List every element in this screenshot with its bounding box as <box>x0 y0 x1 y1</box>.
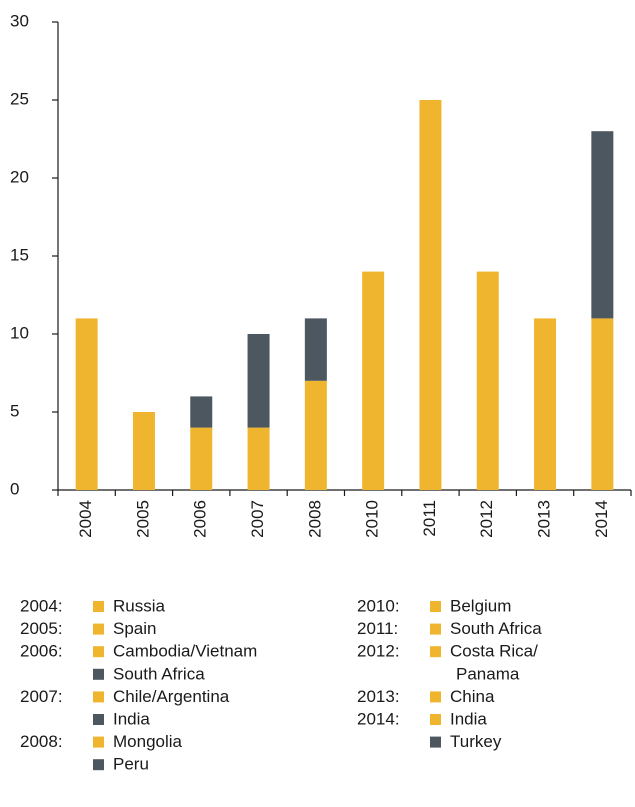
bar-segment <box>591 131 614 319</box>
y-tick-label: 15 <box>10 245 29 264</box>
legend-label: Panama <box>456 664 520 683</box>
legend-year: 2011: <box>357 619 398 638</box>
legend-year: 2005: <box>20 619 63 638</box>
bar-segment <box>304 318 327 381</box>
legend-swatch <box>93 736 104 748</box>
y-tick-label: 5 <box>10 401 19 420</box>
legend-label: Peru <box>113 755 149 774</box>
y-tick-label: 10 <box>10 323 29 342</box>
y-tick-label: 30 <box>10 11 29 30</box>
bar-segment <box>132 412 155 490</box>
legend-year: 2012: <box>357 642 400 661</box>
legend-swatch <box>430 691 441 703</box>
legend-label: India <box>113 709 150 728</box>
bar-segment <box>190 396 213 428</box>
legend-swatch <box>430 623 441 635</box>
x-tick-label: 2004 <box>76 500 95 538</box>
legend-swatch <box>93 646 104 658</box>
legend-year: 2004: <box>20 596 63 615</box>
legend-label: Russia <box>113 596 166 615</box>
legend-label: Turkey <box>450 732 502 751</box>
legend-label: Mongolia <box>113 732 183 751</box>
legend-swatch <box>93 759 104 771</box>
legend-year: 2014: <box>357 709 400 728</box>
x-tick-label: 2005 <box>133 500 152 538</box>
legend-label: Belgium <box>450 596 511 615</box>
x-tick-label: 2014 <box>592 500 611 538</box>
legend-label: Costa Rica/ <box>450 642 538 661</box>
legend-label: China <box>450 687 495 706</box>
legend-year: 2007: <box>20 687 63 706</box>
legend-swatch <box>93 601 104 612</box>
legend-swatch <box>93 668 104 680</box>
x-tick-label: 2011 <box>420 500 439 537</box>
y-tick-label: 25 <box>10 89 29 108</box>
legend-swatch <box>430 601 441 612</box>
legend-year: 2010: <box>357 596 400 615</box>
x-tick-label: 2008 <box>305 500 324 538</box>
x-tick-label: 2010 <box>363 500 382 538</box>
bar-segment <box>75 318 98 490</box>
x-tick-label: 2013 <box>535 500 554 538</box>
bar-segment <box>591 318 614 490</box>
legend-label: South Africa <box>450 619 542 638</box>
bar-segment <box>534 318 557 490</box>
legend-label: Cambodia/Vietnam <box>113 642 257 661</box>
x-tick-label: 2006 <box>191 500 210 538</box>
bar-segment <box>419 100 442 490</box>
bar-segment <box>247 334 270 428</box>
legend-label: South Africa <box>113 664 205 683</box>
bar-segment <box>362 271 385 490</box>
x-tick-label: 2007 <box>248 500 267 538</box>
legend-swatch <box>430 646 441 658</box>
legend-label: Chile/Argentina <box>113 687 230 706</box>
legend-swatch <box>93 691 104 703</box>
y-tick-label: 0 <box>10 479 19 498</box>
legend-swatch <box>93 623 104 635</box>
y-tick-label: 20 <box>10 167 29 186</box>
legend-year: 2013: <box>357 687 400 706</box>
legend-swatch <box>430 736 441 748</box>
legend-label: Spain <box>113 619 156 638</box>
legend-swatch <box>93 714 104 725</box>
bar-segment <box>304 380 327 490</box>
bar-segment <box>190 427 213 490</box>
x-tick-label: 2012 <box>477 500 496 538</box>
legend-year: 2006: <box>20 642 63 661</box>
legend-label: India <box>450 709 487 728</box>
legend-swatch <box>430 714 441 725</box>
bar-segment <box>476 271 499 490</box>
legend-year: 2008: <box>20 732 63 751</box>
bar-segment <box>247 427 270 490</box>
